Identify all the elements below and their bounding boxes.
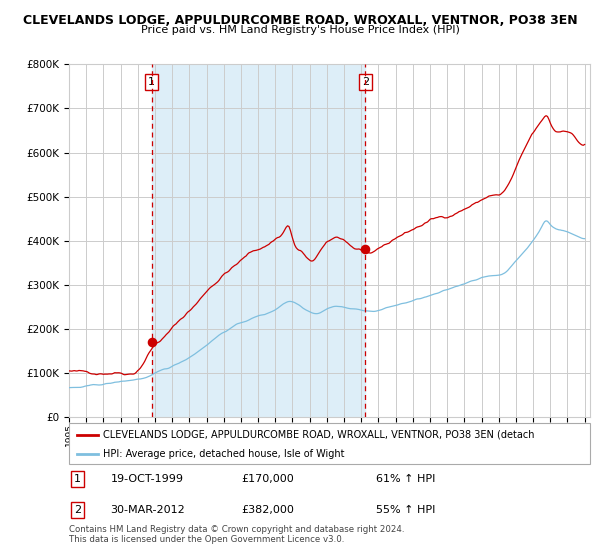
Text: 61% ↑ HPI: 61% ↑ HPI bbox=[376, 474, 436, 484]
Text: 30-MAR-2012: 30-MAR-2012 bbox=[110, 505, 185, 515]
Text: £170,000: £170,000 bbox=[241, 474, 293, 484]
Point bbox=[147, 338, 157, 347]
Text: £382,000: £382,000 bbox=[241, 505, 294, 515]
Bar bbox=[152, 64, 365, 417]
Text: 2: 2 bbox=[74, 505, 82, 515]
Text: Contains HM Land Registry data © Crown copyright and database right 2024.
This d: Contains HM Land Registry data © Crown c… bbox=[69, 525, 404, 544]
Text: CLEVELANDS LODGE, APPULDURCOMBE ROAD, WROXALL, VENTNOR, PO38 3EN (detach: CLEVELANDS LODGE, APPULDURCOMBE ROAD, WR… bbox=[103, 430, 535, 440]
Point bbox=[361, 244, 370, 253]
Text: 1: 1 bbox=[74, 474, 81, 484]
Text: Price paid vs. HM Land Registry's House Price Index (HPI): Price paid vs. HM Land Registry's House … bbox=[140, 25, 460, 35]
Text: CLEVELANDS LODGE, APPULDURCOMBE ROAD, WROXALL, VENTNOR, PO38 3EN: CLEVELANDS LODGE, APPULDURCOMBE ROAD, WR… bbox=[23, 14, 577, 27]
Text: 2: 2 bbox=[362, 77, 369, 87]
Text: 55% ↑ HPI: 55% ↑ HPI bbox=[376, 505, 436, 515]
FancyBboxPatch shape bbox=[69, 423, 590, 464]
Text: HPI: Average price, detached house, Isle of Wight: HPI: Average price, detached house, Isle… bbox=[103, 449, 344, 459]
Text: 1: 1 bbox=[148, 77, 155, 87]
Text: 19-OCT-1999: 19-OCT-1999 bbox=[110, 474, 184, 484]
